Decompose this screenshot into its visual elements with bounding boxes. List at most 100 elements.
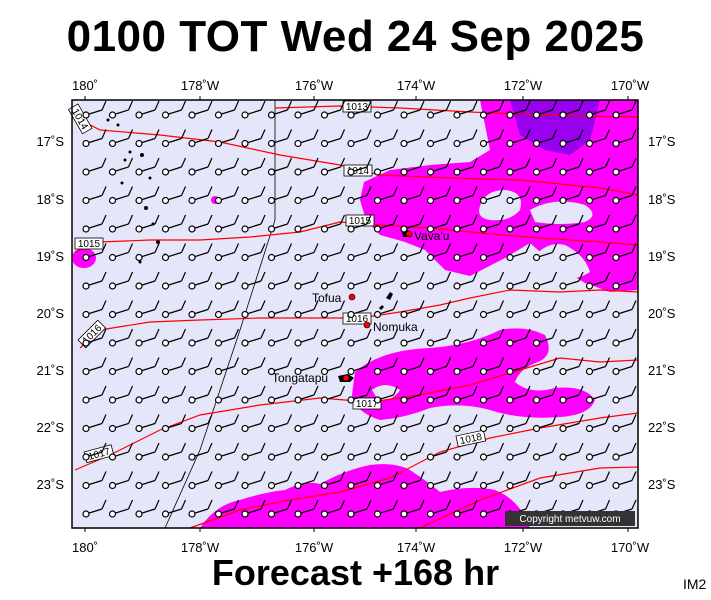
wind-barb xyxy=(135,357,160,376)
wind-barb xyxy=(108,471,134,490)
wind-barb xyxy=(453,300,478,319)
wind-barb xyxy=(585,129,611,148)
wind-barb xyxy=(188,471,213,490)
wind-barb xyxy=(373,157,399,176)
wind-barb xyxy=(426,300,452,319)
wind-barb xyxy=(214,385,240,404)
wind-barb xyxy=(506,100,531,119)
marker-nomuka xyxy=(363,321,371,329)
lon-label: 180˚ xyxy=(72,540,98,555)
wind-barb xyxy=(108,414,134,433)
lon-labels-top: 180˚ 178˚W 176˚W 174˚W 172˚W 170˚W xyxy=(72,78,650,93)
wind-barb xyxy=(585,385,611,404)
wind-barb xyxy=(320,129,346,148)
wind-barb xyxy=(320,157,346,176)
wind-barb xyxy=(453,157,478,176)
wind-barb xyxy=(108,100,134,119)
wind-barb xyxy=(82,328,107,347)
wind-barb xyxy=(188,328,213,347)
wind-barb xyxy=(267,414,293,433)
lon-label: 178˚W xyxy=(181,78,220,93)
lat-label: 19˚S xyxy=(648,249,676,264)
axis-ticks xyxy=(84,96,629,532)
wind-barb xyxy=(612,271,637,290)
wind-barb xyxy=(161,385,187,404)
wind-barb xyxy=(559,414,584,433)
wind-barb xyxy=(214,214,240,233)
wind-barb xyxy=(585,471,611,490)
lat-label: 18˚S xyxy=(648,192,676,207)
wind-barb xyxy=(347,129,372,148)
wind-barb xyxy=(426,100,452,119)
wind-barb xyxy=(82,271,107,290)
isobar-1015 xyxy=(74,221,639,253)
wind-barb xyxy=(214,186,240,205)
wind-barb xyxy=(479,129,505,148)
wind-barb xyxy=(214,100,240,119)
lat-label: 19˚S xyxy=(37,249,65,264)
wind-barb xyxy=(294,157,319,176)
wind-barb xyxy=(612,100,637,119)
wind-barb xyxy=(453,214,478,233)
wind-barb xyxy=(506,300,531,319)
wind-barb xyxy=(479,357,505,376)
wind-barb xyxy=(188,157,213,176)
wind-barb xyxy=(506,471,531,490)
wind-barb xyxy=(320,214,346,233)
isobar-label: 1013 xyxy=(346,102,369,113)
lon-label: 170˚W xyxy=(611,540,650,555)
wind-barb xyxy=(347,100,372,119)
wind-barb xyxy=(400,471,425,490)
wind-barb xyxy=(135,214,160,233)
isobar-label: 1015 xyxy=(78,239,101,250)
wind-barb xyxy=(108,271,134,290)
wind-barb xyxy=(161,186,187,205)
lon-labels-bottom: 180˚ 178˚W 176˚W 174˚W 172˚W 170˚W xyxy=(72,540,650,555)
wind-barb xyxy=(267,471,293,490)
wind-barb xyxy=(426,414,452,433)
isobar-label: 1014 xyxy=(347,166,370,177)
wind-barb xyxy=(373,271,399,290)
wind-barb xyxy=(347,499,372,518)
lat-labels-right: 17˚S 18˚S 19˚S 20˚S 21˚S 22˚S 23˚S xyxy=(648,134,676,492)
wind-barb xyxy=(241,129,266,148)
lon-label: 180˚ xyxy=(72,78,98,93)
place-label-vavau: Vava'u xyxy=(414,229,449,243)
wind-barb xyxy=(559,243,584,262)
wind-barb xyxy=(453,129,478,148)
wind-barb xyxy=(426,214,452,233)
wind-barb xyxy=(426,499,452,518)
wind-barb xyxy=(188,129,213,148)
wind-barb xyxy=(400,328,425,347)
lat-label: 21˚S xyxy=(648,363,676,378)
wind-barb xyxy=(188,300,213,319)
wind-barb xyxy=(479,271,505,290)
wind-barb xyxy=(453,414,478,433)
wind-barb xyxy=(82,186,107,205)
wind-barb xyxy=(506,385,531,404)
wind-barb xyxy=(294,129,319,148)
place-label-tofua: Tofua xyxy=(312,291,342,305)
isobar-label: 1015 xyxy=(349,216,372,227)
wind-barb xyxy=(426,357,452,376)
wind-barb xyxy=(479,385,505,404)
wind-barb xyxy=(108,357,134,376)
wind-barb xyxy=(612,442,637,461)
wind-barb xyxy=(108,186,134,205)
wind-barb xyxy=(612,300,637,319)
wind-barb xyxy=(320,243,346,262)
wind-barb xyxy=(479,300,505,319)
wind-barb xyxy=(82,100,107,119)
wind-barb xyxy=(188,414,213,433)
wind-barb xyxy=(373,300,399,319)
wind-barb xyxy=(214,471,240,490)
wind-barb xyxy=(108,328,134,347)
wind-barb xyxy=(241,243,266,262)
lat-label: 17˚S xyxy=(37,134,65,149)
wind-barb xyxy=(585,328,611,347)
wind-barb xyxy=(161,499,187,518)
wind-barb xyxy=(506,271,531,290)
wind-barb xyxy=(135,499,160,518)
wind-barb xyxy=(241,328,266,347)
wind-barb xyxy=(267,243,293,262)
